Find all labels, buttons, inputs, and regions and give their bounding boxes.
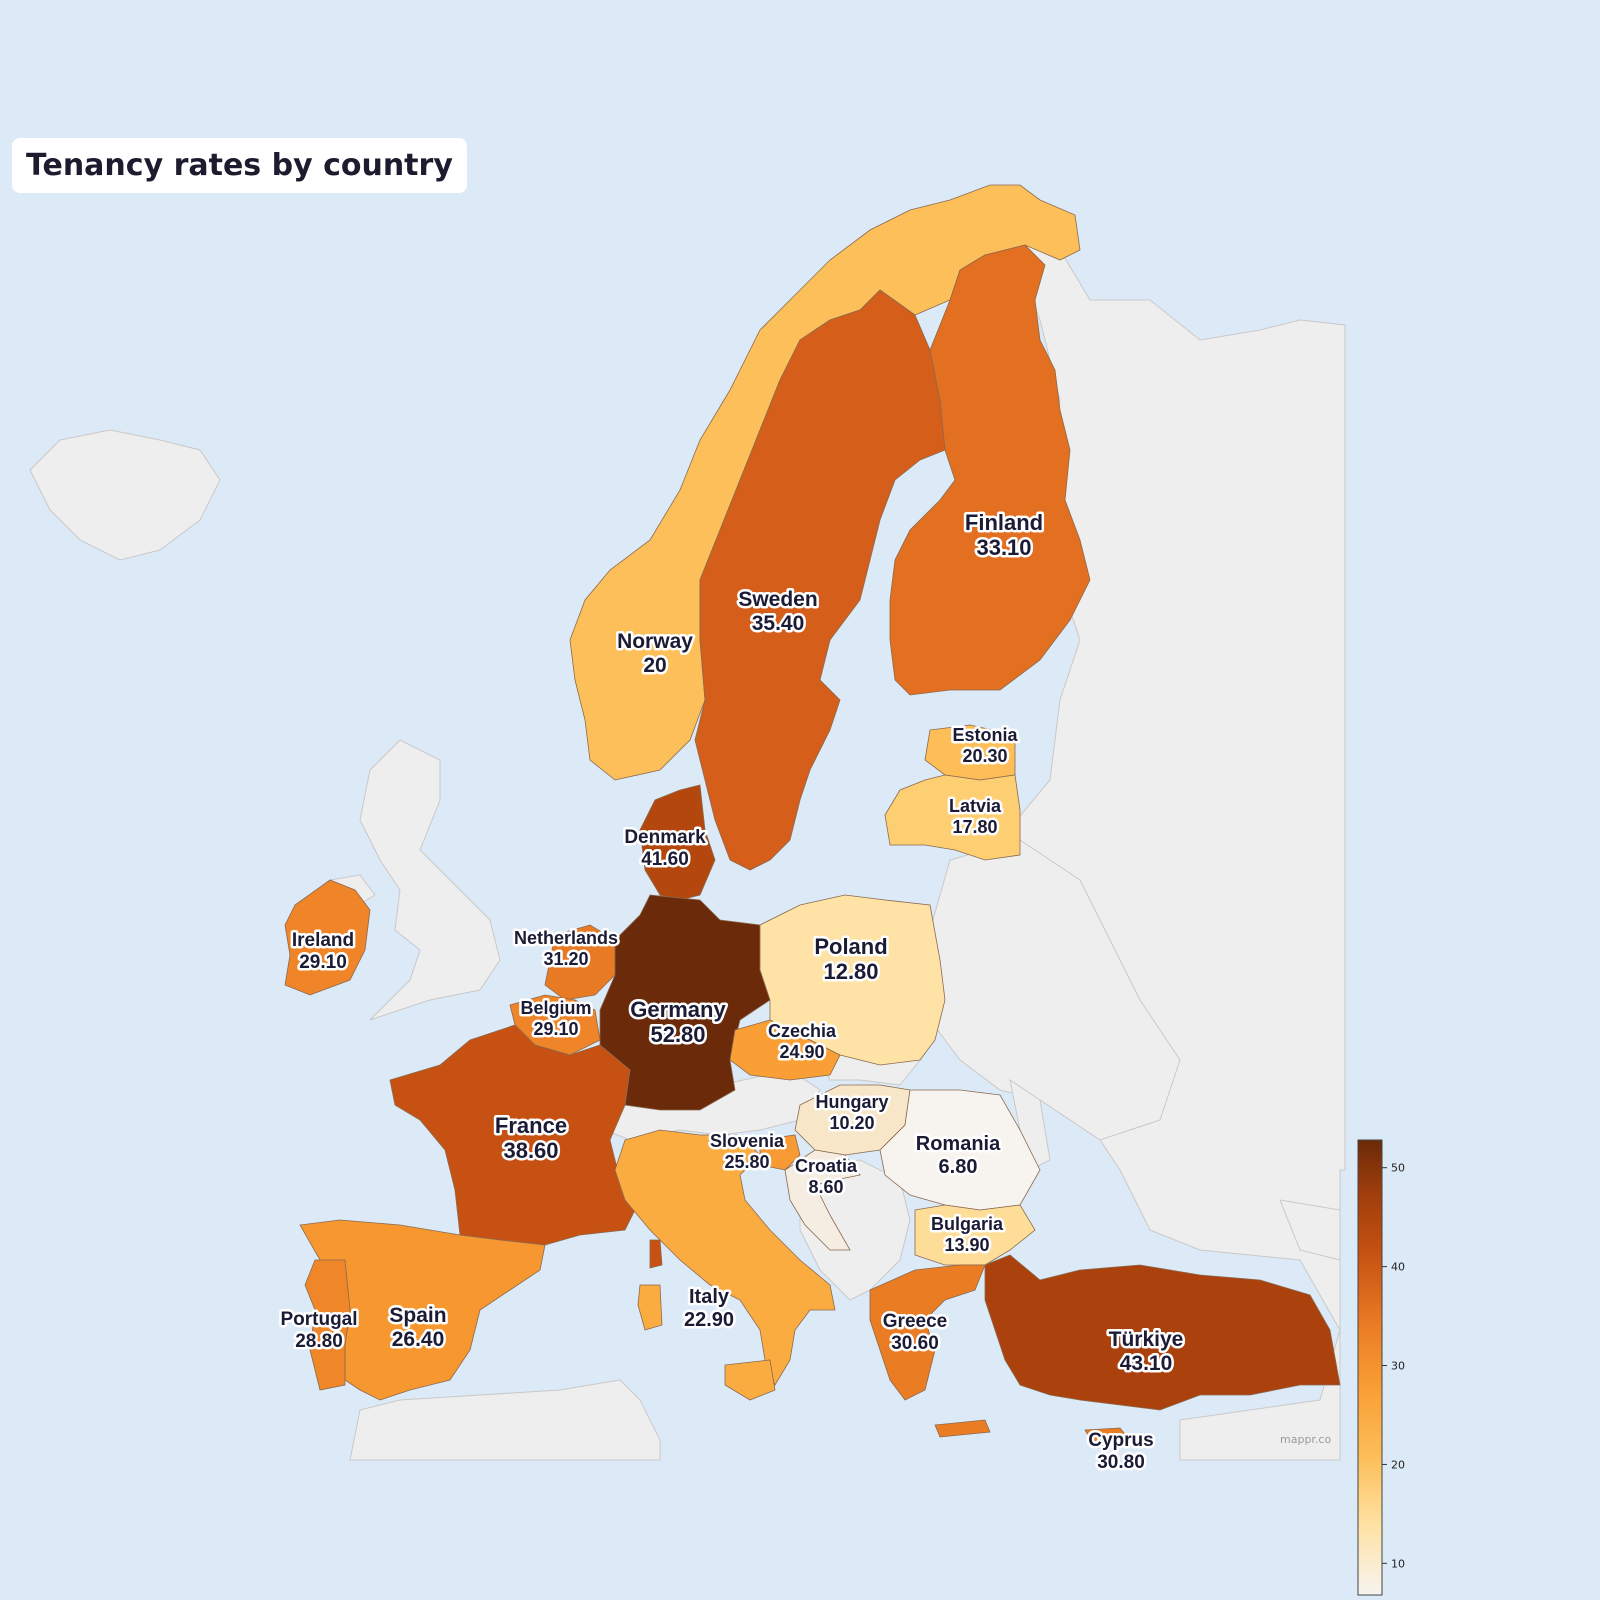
country-sweden[interactable] — [694, 289, 946, 871]
label-sweden-name: Sweden — [738, 588, 817, 611]
colorbar-tick-label: 40 — [1391, 1261, 1405, 1274]
label-norway-value: 20 — [643, 654, 666, 677]
label-germany-name: Germany — [630, 997, 726, 1022]
label-latvia-value: 17.80 — [952, 817, 997, 837]
label-ireland-name: Ireland — [292, 930, 354, 951]
label-bulgaria-value: 13.90 — [944, 1235, 989, 1255]
label-netherlands-value: 31.20 — [543, 949, 588, 969]
country-italy-sardinia[interactable] — [637, 1284, 663, 1331]
moldova-land — [1009, 1078, 1051, 1171]
label-czechia-value: 24.90 — [779, 1042, 824, 1062]
label-finland-name: Finland — [965, 510, 1043, 535]
country-italy-sicily[interactable] — [724, 1359, 776, 1401]
label-spain-name: Spain — [389, 1304, 446, 1327]
label-bulgaria-name: Bulgaria — [931, 1214, 1004, 1234]
label-netherlands-name: Netherlands — [514, 928, 618, 948]
colorbar-tick-label: 10 — [1391, 1557, 1405, 1570]
iceland-land — [29, 429, 221, 561]
map-title: Tenancy rates by country — [12, 138, 467, 193]
country-france-corsica[interactable] — [649, 1239, 663, 1269]
label-finland-value: 33.10 — [976, 535, 1031, 560]
label-belgium-value: 29.10 — [533, 1019, 578, 1039]
label-turkiye-value: 43.10 — [1120, 1352, 1173, 1375]
colorbar-ticks: 10 20 30 40 50 — [1382, 1162, 1405, 1570]
label-estonia-name: Estonia — [952, 725, 1018, 745]
country-czechia[interactable] — [729, 1019, 841, 1081]
country-shapes — [284, 184, 1341, 1448]
label-slovenia-name: Slovenia — [710, 1131, 785, 1151]
country-latvia[interactable] — [884, 774, 1021, 861]
label-germany-value: 52.80 — [650, 1022, 705, 1047]
colorbar-tick-label: 50 — [1391, 1162, 1405, 1175]
country-turkiye[interactable] — [984, 1254, 1341, 1411]
balkans-land — [799, 1159, 911, 1301]
label-latvia-name: Latvia — [949, 796, 1002, 816]
colorbar-gradient — [1357, 1139, 1383, 1596]
label-turkiye-name: Türkiye — [1109, 1328, 1184, 1351]
credit-text: mappr.co — [1280, 1433, 1331, 1446]
label-cyprus-value: 30.80 — [1097, 1452, 1145, 1473]
country-greece[interactable] — [869, 1264, 986, 1401]
label-norway-name: Norway — [617, 630, 693, 653]
label-hungary-value: 10.20 — [829, 1113, 874, 1133]
label-france-value: 38.60 — [503, 1138, 558, 1163]
label-denmark-name: Denmark — [624, 827, 706, 848]
country-slovenia[interactable] — [759, 1134, 801, 1171]
country-bulgaria[interactable] — [914, 1204, 1036, 1266]
label-czechia-name: Czechia — [768, 1021, 837, 1041]
country-ireland[interactable] — [284, 879, 371, 996]
label-portugal-name: Portugal — [280, 1309, 357, 1330]
label-spain-value: 26.40 — [392, 1328, 445, 1351]
label-croatia-name: Croatia — [795, 1156, 858, 1176]
label-slovenia-value: 25.80 — [724, 1152, 769, 1172]
label-hungary-name: Hungary — [815, 1092, 888, 1112]
label-romania-name: Romania — [916, 1133, 1001, 1155]
country-italy[interactable] — [614, 1129, 836, 1386]
country-portugal[interactable] — [304, 1259, 351, 1391]
country-greece-crete[interactable] — [934, 1419, 991, 1438]
country-cyprus[interactable] — [1084, 1427, 1131, 1448]
label-greece-value: 30.60 — [891, 1333, 939, 1354]
label-portugal-value: 28.80 — [295, 1331, 343, 1352]
label-france-name: France — [495, 1113, 567, 1138]
georgia-land — [1279, 1199, 1341, 1261]
label-denmark-value: 41.60 — [641, 849, 689, 870]
north-africa-land — [349, 1379, 661, 1461]
country-finland[interactable] — [889, 244, 1091, 696]
label-greece-name: Greece — [883, 1311, 947, 1332]
label-belgium-name: Belgium — [520, 998, 591, 1018]
label-poland-name: Poland — [814, 934, 887, 959]
label-ireland-value: 29.10 — [299, 952, 347, 973]
country-netherlands[interactable] — [544, 924, 616, 1001]
label-cyprus-name: Cyprus — [1088, 1430, 1153, 1451]
russia-east-land — [939, 239, 1346, 1461]
country-poland[interactable] — [759, 894, 946, 1066]
label-italy-name: Italy — [689, 1286, 730, 1308]
colorbar-tick-label: 30 — [1391, 1360, 1405, 1373]
colorbar-legend: 10 20 30 40 50 — [1357, 1139, 1405, 1596]
label-estonia-value: 20.30 — [962, 746, 1007, 766]
colorbar-tick-label: 20 — [1391, 1458, 1405, 1471]
label-sweden-value: 35.40 — [752, 612, 805, 635]
label-italy-value: 22.90 — [684, 1309, 734, 1331]
label-romania-value: 6.80 — [939, 1156, 978, 1178]
country-croatia[interactable] — [784, 1149, 861, 1251]
label-croatia-value: 8.60 — [808, 1177, 843, 1197]
land-without-data — [29, 239, 1346, 1461]
uk-land — [359, 739, 501, 1021]
label-poland-value: 12.80 — [823, 959, 878, 984]
